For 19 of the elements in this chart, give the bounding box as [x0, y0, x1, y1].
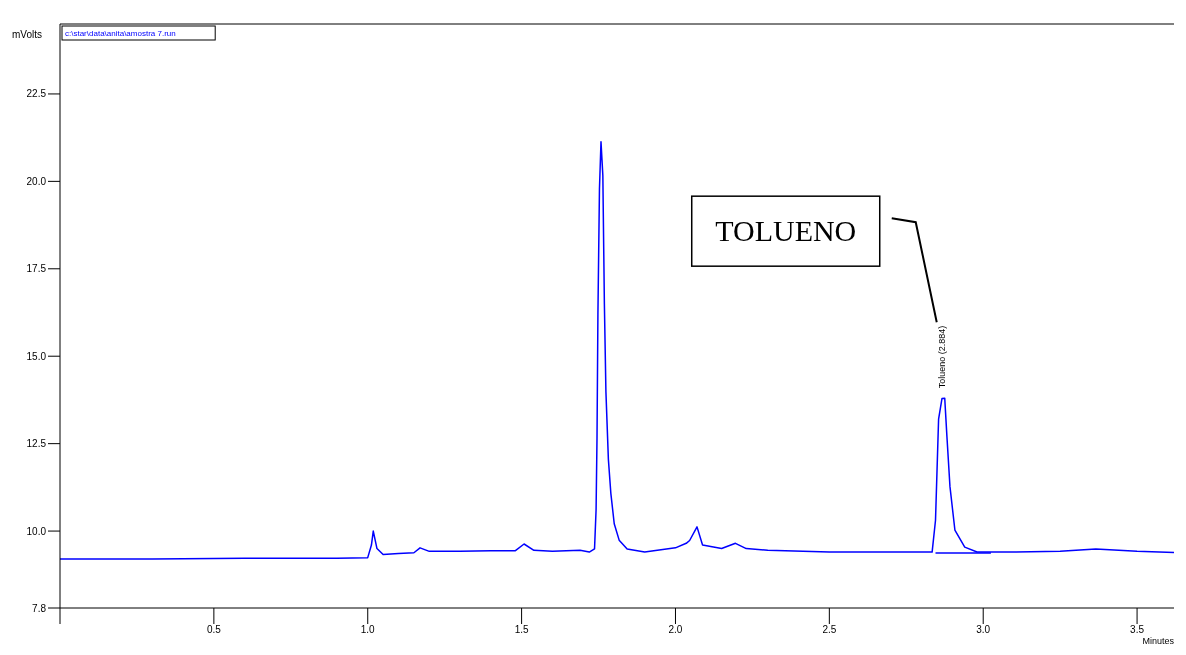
y-tick-label: 20.0: [26, 175, 47, 187]
x-tick-label: 2.5: [822, 624, 837, 636]
y-axis-title: mVolts: [12, 29, 43, 40]
y-tick-label: 17.5: [26, 263, 47, 275]
annotation: c:\star\data\anita\amostra 7.run: [65, 29, 176, 38]
x-tick-label: 1.5: [514, 624, 529, 636]
x-tick-label: 0.5: [206, 624, 222, 636]
annotation: TOLUENO: [715, 214, 857, 248]
y-tick-label: 12.5: [26, 438, 47, 450]
x-axis-title: Minutes: [1142, 636, 1175, 646]
x-tick-label: 3.5: [1130, 624, 1145, 636]
x-tick-label: 1.0: [360, 624, 376, 636]
y-tick-label: 15.0: [26, 350, 47, 362]
y-tick-label: 22.5: [26, 88, 47, 100]
x-tick-label: 2.0: [668, 624, 683, 636]
y-tick-label: 7.8: [32, 602, 47, 614]
y-tick-label: 10.0: [26, 525, 47, 537]
annotation: Tolueno (2.884): [936, 325, 947, 389]
x-tick-label: 3.0: [976, 624, 991, 636]
